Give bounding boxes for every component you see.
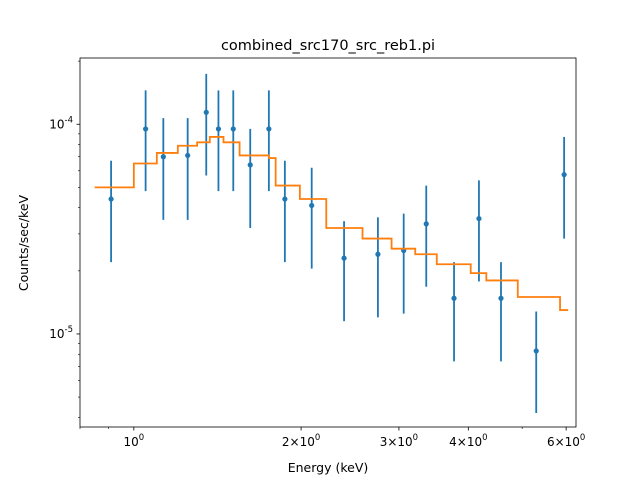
x-tick-label: 4×100: [449, 433, 487, 449]
x-tick-label: 100: [123, 433, 144, 449]
data-point: [160, 154, 166, 160]
model-step-line: [94, 136, 569, 311]
x-tick-label: 6×100: [547, 433, 585, 449]
data-point: [423, 221, 429, 227]
data-point: [185, 152, 191, 159]
axes-frame: [79, 57, 577, 428]
data-point: [108, 196, 114, 202]
data-point: [309, 202, 315, 209]
data-point: [533, 348, 539, 354]
x-tick-label: 3×100: [380, 433, 418, 449]
x-tick-label: 2×100: [282, 433, 320, 449]
x-axis-label: Energy (keV): [288, 460, 369, 475]
data-point: [230, 126, 236, 132]
data-point: [266, 126, 272, 132]
data-point: [561, 172, 567, 178]
data-point: [203, 109, 209, 115]
data-point: [451, 295, 457, 301]
data-point: [215, 126, 222, 132]
data-point: [247, 162, 253, 168]
data-point: [341, 255, 347, 261]
plot-area: 100 2×100 3×100 4×100 6×100 10-5 10-4: [49, 57, 585, 449]
y-tick-label: 10-5: [49, 325, 73, 341]
data-point: [498, 295, 504, 301]
data-point: [375, 251, 381, 257]
data-point: [143, 126, 149, 132]
chart-title: combined_src170_src_reb1.pi: [221, 38, 435, 54]
data-point: [476, 215, 482, 222]
y-tick-label: 10-4: [49, 115, 73, 131]
data-point: [282, 196, 288, 202]
y-axis-label: Counts/sec/keV: [16, 194, 31, 291]
